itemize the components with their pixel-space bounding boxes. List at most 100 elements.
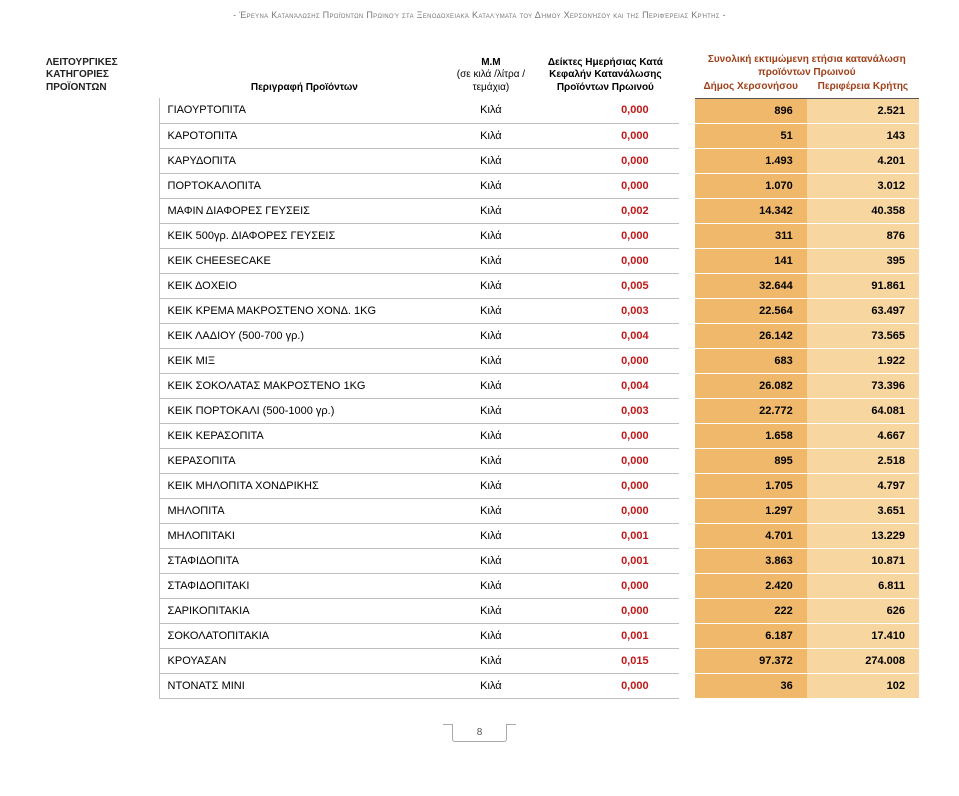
cell-category (40, 173, 159, 198)
cell-index: 0,000 (532, 223, 678, 248)
cell-description: ΚΕΙΚ ΣΟΚΟΛΑΤΑΣ ΜΑΚΡΟΣΤΕΝΟ 1KG (159, 373, 450, 398)
cell-spacer (679, 323, 695, 348)
cell-unit: Κιλά (450, 498, 532, 523)
cell-unit: Κιλά (450, 673, 532, 698)
cell-unit: Κιλά (450, 148, 532, 173)
cell-index: 0,004 (532, 323, 678, 348)
cell-annual-d1: 22.772 (695, 398, 807, 423)
cell-description: ΠΟΡΤΟΚΑΛΟΠΙΤΑ (159, 173, 450, 198)
cell-spacer (679, 198, 695, 223)
cell-category (40, 523, 159, 548)
cell-unit: Κιλά (450, 473, 532, 498)
cell-unit: Κιλά (450, 623, 532, 648)
cell-annual-d2: 4.201 (807, 148, 919, 173)
cell-index: 0,000 (532, 348, 678, 373)
cell-index: 0,000 (532, 423, 678, 448)
cell-unit: Κιλά (450, 173, 532, 198)
cell-unit: Κιλά (450, 598, 532, 623)
cell-description: ΚΕΙΚ ΜΗΛΟΠΙΤΑ ΧΟΝΔΡΙΚΗΣ (159, 473, 450, 498)
cell-description: ΚΕΡΑΣΟΠΙΤΑ (159, 448, 450, 473)
cell-description: ΚΕΙΚ ΚΡΕΜΑ ΜΑΚΡΟΣΤΕΝΟ ΧΟΝΔ. 1KG (159, 298, 450, 323)
cell-annual-d1: 2.420 (695, 573, 807, 598)
cell-annual-d2: 40.358 (807, 198, 919, 223)
cell-category (40, 573, 159, 598)
cell-annual-d1: 1.070 (695, 173, 807, 198)
cell-unit: Κιλά (450, 423, 532, 448)
cell-unit: Κιλά (450, 523, 532, 548)
col-category: ΛΕΙΤΟΥΡΓΙΚΕΣ ΚΑΤΗΓΟΡΙΕΣ ΠΡΟΪΟΝΤΩΝ (40, 50, 159, 98)
cell-spacer (679, 148, 695, 173)
cell-annual-d2: 10.871 (807, 548, 919, 573)
col-unit-line2: (σε κιλά /λίτρα /τεμάχια) (457, 69, 525, 93)
table-row: ΜΗΛΟΠΙΤΑΚιλά0,0001.2973.651 (40, 498, 919, 523)
table-row: ΚΕΙΚ 500γρ. ΔΙΑΦΟΡΕΣ ΓΕΥΣΕΙΣΚιλά0,000311… (40, 223, 919, 248)
cell-description: ΚΕΙΚ ΚΕΡΑΣΟΠΙΤΑ (159, 423, 450, 448)
table-row: ΝΤΟΝΑΤΣ ΜΙΝΙΚιλά0,000 36102 (40, 673, 919, 698)
cell-description: ΜΑΦΙΝ ΔΙΑΦΟΡΕΣ ΓΕΥΣΕΙΣ (159, 198, 450, 223)
cell-annual-d2: 91.861 (807, 273, 919, 298)
cell-annual-d1: 97.372 (695, 648, 807, 673)
table-row: ΣΑΡΙΚΟΠΙΤΑΚΙΑΚιλά0,000222626 (40, 598, 919, 623)
cell-index: 0,000 (532, 448, 678, 473)
table-row: ΣΤΑΦΙΔΟΠΙΤΑΚιλά0,0013.86310.871 (40, 548, 919, 573)
cell-category (40, 373, 159, 398)
cell-description: ΚΡΟΥΑΣΑΝ (159, 648, 450, 673)
cell-description: ΝΤΟΝΑΤΣ ΜΙΝΙ (159, 673, 450, 698)
cell-spacer (679, 248, 695, 273)
cell-annual-d2: 876 (807, 223, 919, 248)
cell-index: 0,001 (532, 523, 678, 548)
cell-description: ΣΑΡΙΚΟΠΙΤΑΚΙΑ (159, 598, 450, 623)
page-number-wrap: 8 (0, 725, 959, 742)
cell-spacer (679, 498, 695, 523)
cell-index: 0,003 (532, 398, 678, 423)
cell-category (40, 148, 159, 173)
cell-unit: Κιλά (450, 223, 532, 248)
cell-unit: Κιλά (450, 648, 532, 673)
cell-category (40, 298, 159, 323)
cell-annual-d1: 32.644 (695, 273, 807, 298)
table-row: ΜΑΦΙΝ ΔΙΑΦΟΡΕΣ ΓΕΥΣΕΙΣΚιλά0,00214.34240.… (40, 198, 919, 223)
cell-annual-d2: 102 (807, 673, 919, 698)
cell-annual-d1: 36 (695, 673, 807, 698)
cell-annual-d2: 64.081 (807, 398, 919, 423)
cell-spacer (679, 673, 695, 698)
cell-annual-d1: 1.297 (695, 498, 807, 523)
cell-index: 0,000 (532, 148, 678, 173)
cell-annual-d1: 1.705 (695, 473, 807, 498)
cell-index: 0,001 (532, 548, 678, 573)
table-row: ΠΟΡΤΟΚΑΛΟΠΙΤΑΚιλά0,0001.0703.012 (40, 173, 919, 198)
cell-unit: Κιλά (450, 448, 532, 473)
cell-annual-d2: 626 (807, 598, 919, 623)
cell-index: 0,004 (532, 373, 678, 398)
cell-description: ΚΕΙΚ ΜΙΞ (159, 348, 450, 373)
table-row: ΚΕΡΑΣΟΠΙΤΑΚιλά0,0008952.518 (40, 448, 919, 473)
cell-spacer (679, 123, 695, 148)
table-row: ΚΑΡΥΔΟΠΙΤΑΚιλά0,0001.4934.201 (40, 148, 919, 173)
table-row: ΚΕΙΚ ΠΟΡΤΟΚΑΛΙ (500-1000 γρ.)Κιλά0,00322… (40, 398, 919, 423)
cell-annual-d2: 73.565 (807, 323, 919, 348)
col-unit: Μ.Μ (σε κιλά /λίτρα /τεμάχια) (450, 50, 532, 98)
cell-spacer (679, 348, 695, 373)
cell-spacer (679, 273, 695, 298)
col-annual-d2: Περιφέρεια Κρήτης (807, 79, 919, 98)
cell-category (40, 323, 159, 348)
cell-index: 0,000 (532, 473, 678, 498)
cell-index: 0,003 (532, 298, 678, 323)
cell-description: ΜΗΛΟΠΙΤΑΚΙ (159, 523, 450, 548)
cell-category (40, 223, 159, 248)
cell-index: 0,000 (532, 248, 678, 273)
col-description: Περιγραφή Προϊόντων (159, 50, 450, 98)
cell-unit: Κιλά (450, 198, 532, 223)
cell-index: 0,000 (532, 673, 678, 698)
cell-annual-d1: 895 (695, 448, 807, 473)
cell-category (40, 548, 159, 573)
cell-category (40, 273, 159, 298)
cell-spacer (679, 548, 695, 573)
cell-spacer (679, 448, 695, 473)
cell-spacer (679, 173, 695, 198)
cell-category (40, 673, 159, 698)
cell-description: ΣΤΑΦΙΔΟΠΙΤΑΚΙ (159, 573, 450, 598)
col-unit-line1: Μ.Μ (481, 57, 500, 68)
cell-annual-d1: 26.082 (695, 373, 807, 398)
cell-annual-d2: 4.797 (807, 473, 919, 498)
